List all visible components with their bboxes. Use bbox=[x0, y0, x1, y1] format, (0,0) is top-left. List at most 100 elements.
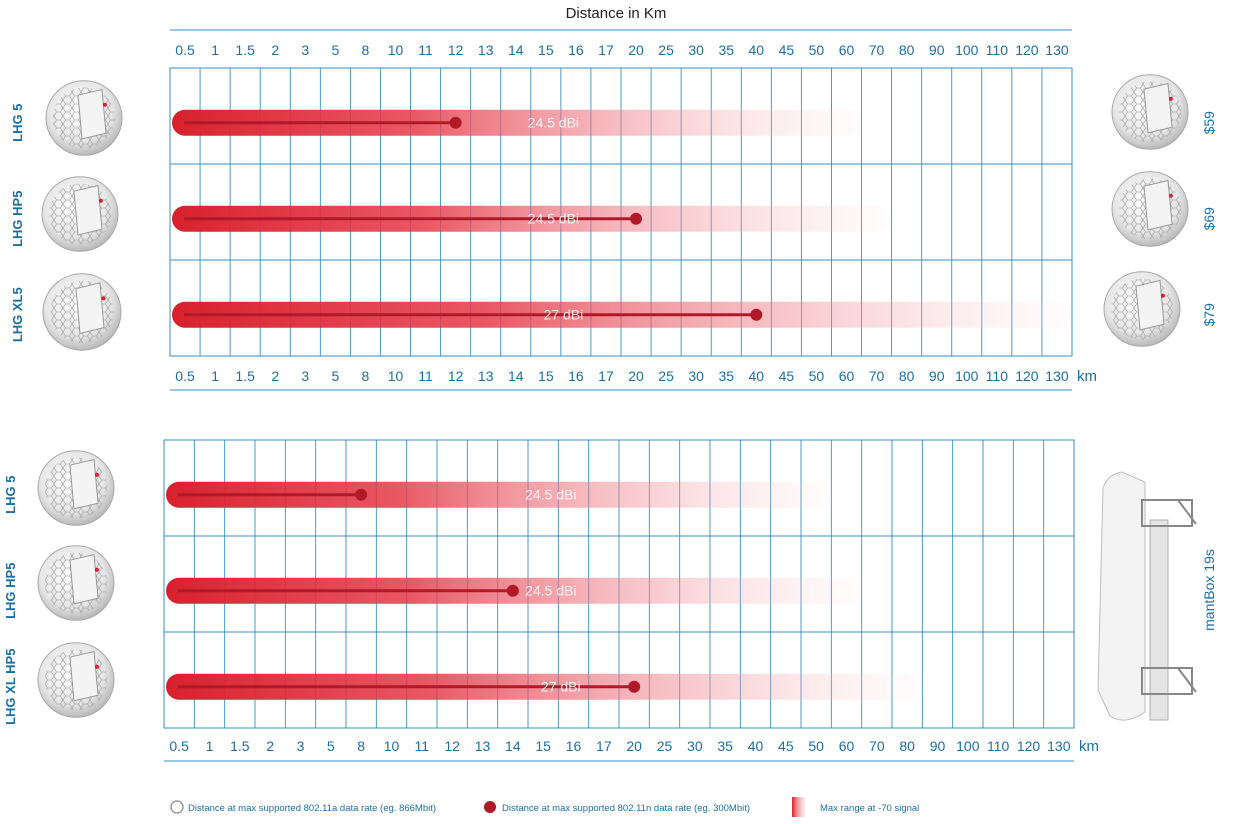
device-label: LHG HP5 bbox=[3, 563, 18, 619]
x-tick-label: 2 bbox=[271, 368, 279, 384]
x-tick-label: 50 bbox=[809, 42, 825, 58]
x-tick-label: 25 bbox=[657, 738, 673, 754]
dish-feed bbox=[1143, 179, 1173, 231]
x-tick-label: 1 bbox=[206, 738, 214, 754]
mount-bracket-top bbox=[1141, 499, 1193, 527]
lhg-dish-icon bbox=[1111, 74, 1189, 150]
legend-ac-label: Distance at max supported 802.11a data r… bbox=[188, 803, 436, 814]
mount-bracket-bottom bbox=[1141, 667, 1193, 695]
dish-led bbox=[1168, 193, 1173, 198]
x-tick-label: 8 bbox=[362, 368, 370, 384]
x-tick-label: 16 bbox=[566, 738, 582, 754]
lhg-dish-icon bbox=[1103, 271, 1181, 347]
x-tick-label: 60 bbox=[839, 42, 855, 58]
x-tick-label: 90 bbox=[929, 368, 945, 384]
x-tick-label: 1 bbox=[211, 368, 219, 384]
x-tick-label: 11 bbox=[418, 42, 433, 58]
x-tick-label: 110 bbox=[987, 738, 1010, 754]
x-tick-label: 0.5 bbox=[169, 738, 189, 754]
lhg-dish-icon bbox=[45, 80, 123, 156]
x-tick-label: 5 bbox=[331, 368, 339, 384]
base-station-label: mantBox 19s bbox=[1201, 549, 1217, 631]
dish-led bbox=[94, 664, 99, 669]
x-tick-label: 16 bbox=[568, 368, 584, 384]
x-tick-label: 120 bbox=[1017, 738, 1041, 754]
x-tick-label: 17 bbox=[598, 368, 614, 384]
gain-label: 27 dBi bbox=[543, 307, 583, 323]
bottom-chart-panel: 0.5 1 1.5 2 3 5 8 10 11 12 13 14 15 16 17 20 25 30 35 40 45 5… bbox=[3, 439, 1099, 762]
x-tick-label: 3 bbox=[297, 738, 305, 754]
dish-feed bbox=[1143, 82, 1173, 134]
device-label: LHG HP5 bbox=[10, 191, 25, 247]
price-label: $69 bbox=[1201, 207, 1217, 231]
dish-led bbox=[94, 567, 99, 572]
x-tick-label: 120 bbox=[1015, 368, 1039, 384]
x-tick-label: 50 bbox=[809, 368, 825, 384]
x-tick-label: 70 bbox=[869, 42, 885, 58]
x-tick-label: 50 bbox=[808, 738, 824, 754]
x-tick-label: 5 bbox=[331, 42, 339, 58]
x-tick-label: 3 bbox=[301, 42, 309, 58]
x-tick-label: 10 bbox=[388, 42, 404, 58]
x-tick-label: 30 bbox=[688, 368, 704, 384]
x-tick-label: 60 bbox=[839, 368, 855, 384]
x-tick-label: 5 bbox=[327, 738, 335, 754]
dish-led bbox=[102, 102, 107, 107]
dish-led bbox=[1160, 293, 1165, 298]
x-tick-label: 100 bbox=[955, 42, 979, 58]
x-tick-label: 80 bbox=[899, 368, 915, 384]
dish-feed bbox=[73, 184, 103, 236]
x-tick-label: 10 bbox=[388, 368, 404, 384]
x-tick-label: 35 bbox=[718, 42, 734, 58]
dish-feed bbox=[69, 553, 99, 605]
legend-range-label: Max range at -70 signal bbox=[820, 803, 919, 814]
x-tick-label: 12 bbox=[444, 738, 460, 754]
x-tick-label: 40 bbox=[748, 738, 764, 754]
dish-feed bbox=[69, 458, 99, 510]
antenna-radome bbox=[1097, 471, 1146, 721]
mount-bolt bbox=[1177, 667, 1197, 693]
x-unit-label: km bbox=[1079, 738, 1099, 755]
top-chart-panel: 0.5 1 1.5 2 3 5 8 10 11 12 13 14 15 16 17 20 25 30 35 40 45 5… bbox=[10, 29, 1217, 391]
ac-rate-point bbox=[750, 308, 763, 321]
dish-feed bbox=[1135, 279, 1165, 331]
x-tick-label: 20 bbox=[628, 42, 644, 58]
gain-label: 24.5 dBi bbox=[528, 115, 579, 131]
x-tick-label: 1.5 bbox=[230, 738, 250, 754]
x-tick-label: 15 bbox=[538, 42, 554, 58]
dish-feed bbox=[69, 650, 99, 702]
x-tick-label: 14 bbox=[505, 738, 521, 754]
x-tick-label: 20 bbox=[626, 738, 642, 754]
x-tick-label: 60 bbox=[839, 738, 855, 754]
x-tick-label: 11 bbox=[418, 368, 433, 384]
ac-rate-point bbox=[630, 212, 643, 225]
device-label: LHG 5 bbox=[10, 104, 25, 142]
mount-bolt bbox=[1177, 499, 1197, 525]
x-tick-label: 2 bbox=[266, 738, 274, 754]
dish-led bbox=[94, 472, 99, 477]
gain-label: 24.5 dBi bbox=[525, 487, 576, 503]
x-tick-label: 15 bbox=[535, 738, 551, 754]
x-tick-label: 80 bbox=[899, 42, 915, 58]
gain-label: 27 dBi bbox=[541, 679, 581, 695]
legend: Distance at max supported 802.11a data r… bbox=[170, 797, 919, 817]
dish-feed bbox=[75, 282, 105, 335]
x-tick-label: 30 bbox=[688, 42, 704, 58]
x-tick-label: 70 bbox=[869, 368, 885, 384]
x-tick-label: 16 bbox=[568, 42, 584, 58]
x-tick-label: 35 bbox=[717, 738, 733, 754]
x-tick-label: 17 bbox=[596, 738, 612, 754]
x-tick-label: 90 bbox=[930, 738, 946, 754]
x-tick-label: 1 bbox=[211, 42, 219, 58]
x-tick-label: 120 bbox=[1015, 42, 1039, 58]
x-tick-label: 13 bbox=[475, 738, 491, 754]
x-tick-label: 3 bbox=[301, 368, 309, 384]
max-range-bar bbox=[172, 109, 862, 136]
x-tick-label: 0.5 bbox=[175, 368, 195, 384]
lhg-dish-icon bbox=[37, 450, 115, 526]
lhg-dish-icon bbox=[42, 273, 122, 351]
x-tick-label: 100 bbox=[955, 368, 979, 384]
ac-rate-point bbox=[355, 488, 368, 501]
x-tick-label: 13 bbox=[478, 42, 494, 58]
